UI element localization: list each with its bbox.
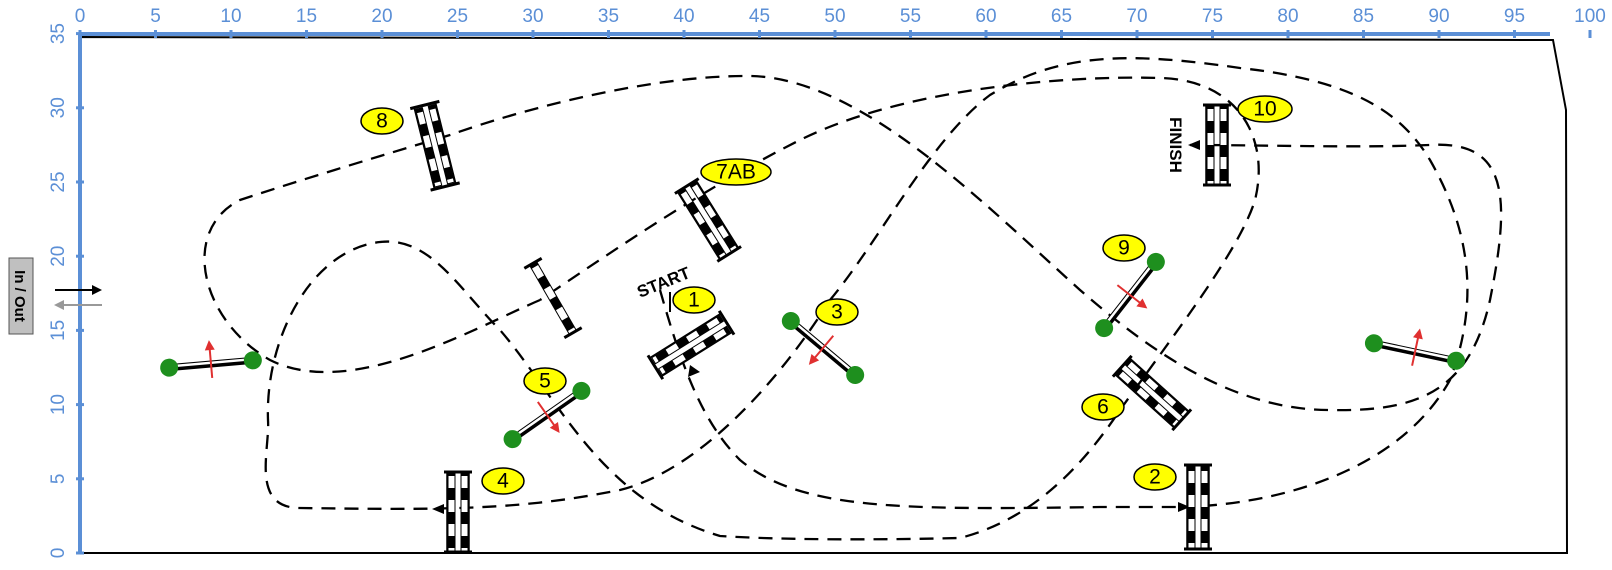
x-tick-label: 95 <box>1504 6 1525 27</box>
path-arrows <box>432 140 1200 514</box>
badge-4-label: 4 <box>497 470 509 493</box>
badge-8-label: 8 <box>376 110 388 133</box>
arrow-icon <box>1188 140 1200 150</box>
badge-10: 10 <box>1237 95 1293 123</box>
direction-arrow-icon <box>808 353 820 365</box>
badge-7ab-label: 7AB <box>716 161 756 184</box>
direction-arrow-icon <box>1136 298 1148 309</box>
tree-icon <box>781 312 800 331</box>
badge-6-label: 6 <box>1097 396 1109 419</box>
tree-icon <box>1095 319 1114 338</box>
x-tick-label: 75 <box>1202 6 1223 27</box>
number-badges: 8 7AB 10 9 1 3 5 6 <box>360 95 1293 495</box>
obstacle-far-left <box>160 340 262 379</box>
tree-icon <box>1364 334 1383 353</box>
arrow-icon <box>432 504 444 514</box>
y-tick-label: 20 <box>48 246 69 267</box>
badge-1: 1 <box>672 286 716 314</box>
x-tick-label: 55 <box>900 6 921 27</box>
obstacle-5 <box>503 381 591 449</box>
course-path <box>203 57 1503 541</box>
y-tick-label: 35 <box>48 23 69 44</box>
y-tick-label: 5 <box>48 474 69 485</box>
tree-icon <box>1146 252 1165 271</box>
badge-9-label: 9 <box>1118 237 1130 260</box>
tree-icon <box>503 430 522 449</box>
x-tick-label: 100 <box>1574 6 1606 27</box>
obstacle-4 <box>444 470 472 554</box>
obstacles <box>160 99 1466 554</box>
tree-icon <box>572 381 591 400</box>
x-tick-label: 10 <box>220 6 241 27</box>
arrow-in-icon <box>92 285 102 295</box>
direction-arrow-icon <box>204 340 215 351</box>
y-tick-label: 0 <box>48 548 69 559</box>
x-tick-label: 15 <box>296 6 317 27</box>
badge-7ab: 7AB <box>700 158 772 186</box>
x-tick-label: 20 <box>371 6 392 27</box>
badge-5: 5 <box>523 367 567 395</box>
badge-3-label: 3 <box>831 301 843 324</box>
arrow-out-icon <box>54 300 64 310</box>
x-tick-label: 50 <box>824 6 845 27</box>
tree-icon <box>1447 351 1466 370</box>
gate-label: In / Out <box>11 270 28 322</box>
badge-2-label: 2 <box>1149 466 1161 489</box>
obstacle-7ab-b <box>523 257 583 339</box>
gate: In / Out <box>8 257 102 335</box>
badge-5-label: 5 <box>539 370 551 393</box>
obstacle-2 <box>1184 463 1212 551</box>
badge-8: 8 <box>360 107 404 135</box>
x-tick-label: 70 <box>1126 6 1147 27</box>
obstacle-7ab-a <box>674 177 742 263</box>
x-tick-label: 5 <box>150 6 161 27</box>
y-tick-label: 15 <box>48 320 69 341</box>
y-tick-label: 10 <box>48 394 69 415</box>
x-tick-label: 45 <box>749 6 770 27</box>
obstacle-10 <box>1203 103 1231 187</box>
x-tick-label: 25 <box>447 6 468 27</box>
x-tick-label: 65 <box>1051 6 1072 27</box>
badge-6: 6 <box>1081 393 1125 421</box>
tree-icon <box>243 351 262 370</box>
tree-icon <box>846 365 865 384</box>
direction-arrow-icon <box>549 421 560 434</box>
x-tick-label: 80 <box>1277 6 1298 27</box>
x-tick-label: 35 <box>598 6 619 27</box>
badge-9: 9 <box>1102 234 1146 262</box>
y-tick-label: 30 <box>48 97 69 118</box>
obstacle-far-right <box>1364 328 1466 370</box>
badge-3: 3 <box>815 298 859 326</box>
badge-2: 2 <box>1133 463 1177 491</box>
obstacle-3 <box>781 312 865 384</box>
x-tick-label: 85 <box>1353 6 1374 27</box>
badge-1-label: 1 <box>688 289 700 312</box>
tree-icon <box>160 358 179 377</box>
x-tick-label: 60 <box>975 6 996 27</box>
obstacle-1 <box>646 310 736 380</box>
x-tick-label: 0 <box>75 6 86 27</box>
x-tick-label: 30 <box>522 6 543 27</box>
badge-4: 4 <box>481 467 525 495</box>
x-tick-label: 40 <box>673 6 694 27</box>
x-tick-label: 90 <box>1428 6 1449 27</box>
obstacle-9 <box>1095 252 1165 338</box>
y-tick-label: 25 <box>48 171 69 192</box>
obstacle-6 <box>1111 354 1193 432</box>
x-axis: 0 5 10 15 20 25 30 35 40 45 50 55 60 65 70 75 80 85 90 95 10… <box>75 6 1606 38</box>
obstacle-8 <box>409 99 461 192</box>
finish-label: FINISH <box>1166 117 1185 173</box>
arrow-icon <box>688 365 700 377</box>
y-axis: 0 5 10 15 20 25 30 35 <box>48 23 84 558</box>
arrow-icon <box>1178 502 1190 512</box>
badge-10-label: 10 <box>1253 98 1276 121</box>
direction-arrow-icon <box>1413 328 1423 340</box>
